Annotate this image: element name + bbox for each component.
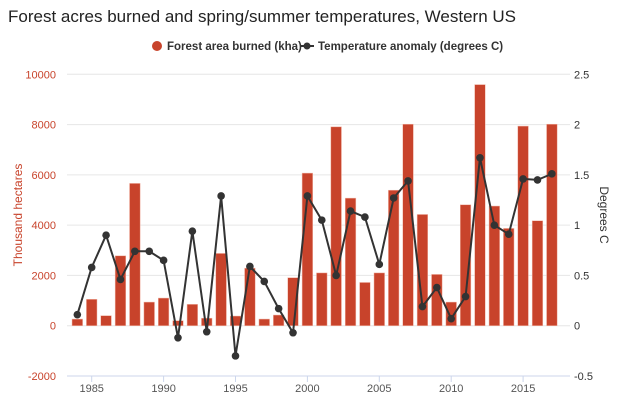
temperature-point-1995 (231, 352, 240, 360)
temperature-point-2002 (332, 271, 340, 280)
temperature-point-1984 (73, 310, 82, 319)
temperature-point-2001 (317, 216, 326, 224)
temperature-point-1994 (217, 192, 225, 200)
y-tick-label: 0 (50, 321, 56, 333)
temperature-point-2011 (461, 292, 470, 301)
temperature-point-2017 (548, 170, 556, 178)
temperature-point-2000 (303, 192, 312, 200)
y2-tick-label: 1.5 (574, 170, 589, 182)
y2-tick-label: 2.5 (574, 69, 589, 81)
x-tick-label: 1985 (79, 383, 103, 395)
bar-1990 (158, 297, 170, 326)
y2-tick-label: 0 (574, 321, 580, 333)
chart-title: Forest acres burned and spring/summer te… (8, 7, 516, 26)
y-tick-label: 10000 (25, 69, 56, 81)
y-axis-label: Thousand hectares (11, 164, 25, 267)
bar-2003 (344, 197, 357, 326)
bar-1994 (215, 253, 227, 326)
temperature-point-1985 (87, 263, 96, 272)
temperature-point-2013 (490, 221, 499, 229)
y-tick-label: 6000 (32, 170, 56, 182)
y2-tick-label: 2 (574, 120, 580, 132)
bar-1987 (114, 255, 127, 326)
y2-tick-label: 1 (574, 220, 580, 232)
bar-1996 (244, 267, 256, 326)
bar-2011 (460, 204, 472, 326)
legend-item-forest[interactable]: Forest area burned (kha) (152, 41, 302, 53)
bar-2013 (488, 205, 500, 326)
y-tick-label: 2000 (32, 270, 56, 282)
temperature-point-1999 (289, 328, 297, 337)
bar-2015 (517, 125, 529, 326)
legend-label-temperature: Temperature anomaly (degrees C) (318, 41, 503, 53)
temperature-point-2010 (447, 314, 456, 323)
y-tick-label: 4000 (32, 220, 56, 232)
bar-1986 (100, 315, 112, 326)
bar-2016 (531, 220, 544, 326)
temperature-point-2008 (418, 302, 427, 311)
y-tick-label: -2000 (28, 371, 56, 383)
legend-marker-icon (303, 42, 311, 50)
x-tick-label: 1995 (223, 383, 247, 395)
bar-2012 (474, 84, 486, 326)
legend: Forest area burned (kha) Temperature ano… (152, 41, 503, 53)
temperature-point-1989 (145, 247, 154, 256)
temperature-point-1993 (202, 327, 211, 336)
bar-2006 (388, 189, 400, 326)
bar-1991 (172, 320, 184, 326)
temperature-point-1986 (102, 231, 110, 240)
bar-2008 (416, 214, 428, 326)
x-tick-label: 2005 (367, 383, 391, 395)
temperature-point-1992 (188, 227, 197, 235)
temperature-point-2016 (533, 176, 542, 184)
bar-2004 (359, 282, 371, 326)
temperature-point-2004 (361, 213, 369, 221)
bar-2017 (546, 123, 558, 326)
temperature-point-1988 (131, 247, 139, 256)
bar-2001 (316, 272, 328, 326)
legend-bar-icon (152, 41, 162, 51)
bar-1985 (86, 299, 98, 326)
bar-2009 (431, 274, 443, 326)
bar-1998 (273, 314, 285, 326)
temperature-line (76, 157, 553, 357)
x-tick-label: 2000 (295, 383, 319, 395)
temperature-point-2007 (404, 177, 412, 185)
temperature-point-1997 (260, 277, 269, 286)
temperature-point-2012 (476, 153, 484, 162)
y2-tick-label: -0.5 (574, 371, 593, 383)
y2-axis-label: Degrees C (597, 186, 611, 244)
bar-2007 (402, 123, 414, 326)
temperature-point-2009 (433, 283, 441, 292)
temperature-point-2006 (389, 194, 398, 202)
temperature-point-1996 (246, 262, 254, 271)
x-tick-label: 2010 (439, 383, 463, 395)
y2-tick-label: 0.5 (574, 270, 589, 282)
temperature-point-2014 (504, 230, 513, 239)
temperature-point-2005 (375, 260, 384, 269)
bar-2014 (503, 228, 515, 326)
bar-1997 (258, 318, 270, 326)
bar-2010 (445, 301, 457, 326)
temperature-point-1987 (116, 275, 125, 284)
bar-1984 (71, 318, 83, 326)
temperature-point-1990 (159, 256, 168, 265)
bar-2002 (330, 126, 342, 326)
x-tick-label: 1990 (151, 383, 175, 395)
bar-1989 (143, 301, 155, 326)
bar-2005 (373, 272, 385, 326)
legend-item-temperature[interactable]: Temperature anomaly (degrees C) (300, 41, 503, 53)
x-tick-label: 2015 (511, 383, 535, 395)
temperature-point-2015 (519, 175, 527, 183)
y-tick-label: 8000 (32, 120, 56, 132)
temperature-point-1998 (274, 304, 283, 313)
legend-label-forest: Forest area burned (kha) (167, 41, 302, 53)
temperature-point-2003 (346, 207, 355, 215)
temperature-point-1991 (174, 333, 182, 342)
bar-1992 (186, 304, 198, 326)
